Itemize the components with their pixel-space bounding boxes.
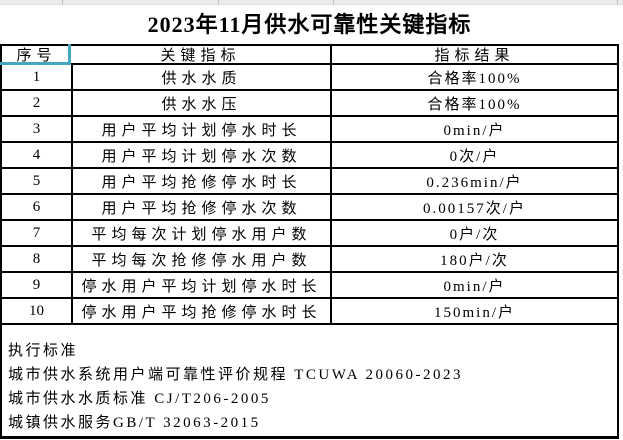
cell-result[interactable]: 合格率100% bbox=[330, 91, 617, 115]
cell-indicator[interactable]: 平均每次抢修停水用户数 bbox=[71, 247, 330, 271]
header-cell-indicator[interactable]: 关键指标 bbox=[160, 48, 241, 63]
indicators-table: 序号 关键指标 指标结果 1 供水水质 合格率100% 2 供水水压 合格率10… bbox=[0, 44, 619, 325]
cell-indicator[interactable]: 用户平均计划停水时长 bbox=[71, 117, 330, 141]
cell-no[interactable]: 3 bbox=[32, 120, 41, 137]
standard-item[interactable]: 城市供水系统用户端可靠性评价规程 TCUWA 20060-2023 bbox=[8, 367, 463, 383]
report-title-cell[interactable]: 2023年11月供水可靠性关键指标 bbox=[147, 12, 472, 37]
header-cell-no[interactable]: 序号 bbox=[16, 48, 57, 63]
table-row: 9 停水用户平均计划停水时长 0min/户 bbox=[2, 273, 617, 299]
cell-no[interactable]: 6 bbox=[32, 198, 41, 215]
standard-item[interactable]: 城镇供水服务GB/T 32063-2015 bbox=[8, 415, 261, 431]
cell-no[interactable]: 8 bbox=[32, 250, 41, 267]
table-row: 5 用户平均抢修停水时长 0.236min/户 bbox=[2, 169, 617, 195]
cell-indicator[interactable]: 停水用户平均计划停水时长 bbox=[71, 273, 330, 297]
cell-indicator[interactable]: 供水水质 bbox=[71, 65, 330, 89]
cell-result[interactable]: 180户/次 bbox=[330, 247, 617, 271]
cell-indicator[interactable]: 用户平均抢修停水时长 bbox=[71, 169, 330, 193]
gridline bbox=[218, 0, 219, 5]
gridline bbox=[333, 0, 334, 5]
cell-indicator[interactable]: 停水用户平均抢修停水时长 bbox=[71, 299, 330, 323]
cell-indicator[interactable]: 平均每次计划停水用户数 bbox=[71, 221, 330, 245]
header-cell-result[interactable]: 指标结果 bbox=[330, 46, 617, 63]
cell-result[interactable]: 0.236min/户 bbox=[330, 169, 617, 193]
header-row: 序号 关键指标 指标结果 bbox=[2, 46, 617, 65]
standards-block: 执行标准 城市供水系统用户端可靠性评价规程 TCUWA 20060-2023 城… bbox=[0, 325, 619, 439]
table-row: 1 供水水质 合格率100% bbox=[2, 65, 617, 91]
table-row: 4 用户平均计划停水次数 0次/户 bbox=[2, 143, 617, 169]
cell-indicator[interactable]: 用户平均抢修停水次数 bbox=[71, 195, 330, 219]
table-row: 10 停水用户平均抢修停水时长 150min/户 bbox=[2, 299, 617, 325]
table-row: 6 用户平均抢修停水次数 0.00157次/户 bbox=[2, 195, 617, 221]
cell-result[interactable]: 0次/户 bbox=[330, 143, 617, 167]
table-row: 7 平均每次计划停水用户数 0户/次 bbox=[2, 221, 617, 247]
gridline bbox=[617, 0, 618, 5]
cell-no[interactable]: 10 bbox=[29, 302, 44, 319]
cell-result[interactable]: 150min/户 bbox=[330, 299, 617, 323]
cell-result[interactable]: 0min/户 bbox=[330, 117, 617, 141]
cell-indicator[interactable]: 供水水压 bbox=[71, 91, 330, 115]
cell-result[interactable]: 0户/次 bbox=[330, 221, 617, 245]
table-row: 8 平均每次抢修停水用户数 180户/次 bbox=[2, 247, 617, 273]
cell-result[interactable]: 0min/户 bbox=[330, 273, 617, 297]
cell-no[interactable]: 2 bbox=[32, 94, 41, 111]
cell-no[interactable]: 9 bbox=[32, 276, 41, 293]
cell-no[interactable]: 5 bbox=[32, 172, 41, 189]
standard-item[interactable]: 城市供水水质标准 CJ/T206-2005 bbox=[8, 391, 271, 407]
cell-no[interactable]: 4 bbox=[32, 146, 41, 163]
standards-title[interactable]: 执行标准 bbox=[8, 343, 79, 359]
gridline bbox=[62, 0, 63, 5]
partial-row-strip bbox=[0, 0, 623, 5]
cell-no[interactable]: 7 bbox=[32, 224, 41, 241]
cell-no[interactable]: 1 bbox=[32, 68, 41, 85]
table-row: 2 供水水压 合格率100% bbox=[2, 91, 617, 117]
cell-result[interactable]: 合格率100% bbox=[330, 65, 617, 89]
table-row: 3 用户平均计划停水时长 0min/户 bbox=[2, 117, 617, 143]
cell-indicator[interactable]: 用户平均计划停水次数 bbox=[71, 143, 330, 167]
cell-result[interactable]: 0.00157次/户 bbox=[330, 195, 617, 219]
